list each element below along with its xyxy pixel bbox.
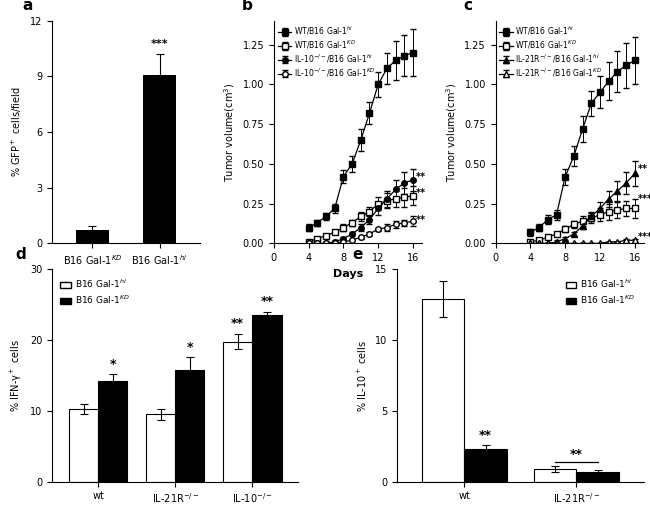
Y-axis label: % GFP$^+$ cells/field: % GFP$^+$ cells/field [10, 87, 24, 177]
Text: **: ** [638, 164, 647, 174]
Text: *: * [187, 341, 193, 354]
Text: **: ** [415, 214, 426, 225]
Text: b: b [241, 0, 252, 12]
Text: **: ** [261, 295, 274, 308]
Bar [577, 472, 619, 482]
Text: **: ** [479, 429, 492, 442]
Text: a: a [22, 0, 32, 12]
Legend: B16 Gal-1$^{hi}$, B16 Gal-1$^{KD}$: B16 Gal-1$^{hi}$, B16 Gal-1$^{KD}$ [57, 274, 133, 310]
Text: ***: *** [151, 38, 168, 49]
Bar [75, 231, 109, 243]
Text: **: ** [415, 171, 426, 182]
Text: e: e [353, 247, 363, 262]
Bar [464, 449, 507, 482]
Text: ***: *** [638, 194, 650, 204]
Legend: WT/B16 Gal-1$^{hi}$, WT/B16 Gal-1$^{KD}$, IL-21R$^{-/-}$/B16 Gal-1$^{hi}$, IL-21: WT/B16 Gal-1$^{hi}$, WT/B16 Gal-1$^{KD}$… [499, 24, 603, 79]
Bar [223, 341, 252, 482]
Bar [146, 414, 176, 482]
Bar [252, 315, 281, 482]
Bar [69, 409, 98, 482]
Text: *: * [110, 357, 116, 370]
Text: **: ** [415, 188, 426, 197]
Text: **: ** [570, 448, 583, 461]
X-axis label: Days: Days [333, 269, 363, 279]
Bar [534, 469, 577, 482]
Y-axis label: Tumor volume(cm$^3$): Tumor volume(cm$^3$) [444, 82, 459, 182]
Bar [176, 370, 205, 482]
Text: **: ** [231, 317, 244, 330]
Bar [98, 381, 127, 482]
Y-axis label: Tumor volume(cm$^3$): Tumor volume(cm$^3$) [222, 82, 237, 182]
Bar [143, 75, 176, 243]
Text: d: d [15, 247, 26, 262]
Text: c: c [463, 0, 472, 12]
Legend: B16 Gal-1$^{hi}$, B16 Gal-1$^{KD}$: B16 Gal-1$^{hi}$, B16 Gal-1$^{KD}$ [562, 274, 639, 310]
X-axis label: Days: Days [554, 269, 585, 279]
Y-axis label: % IFN-γ$^+$ cells: % IFN-γ$^+$ cells [9, 339, 24, 412]
Text: ***: *** [638, 232, 650, 242]
Y-axis label: % IL-10$^+$ cells: % IL-10$^+$ cells [356, 340, 369, 411]
Legend: WT/B16 Gal-1$^{hi}$, WT/B16 Gal-1$^{KD}$, IL-10$^{-/-}$/B16 Gal-1$^{hi}$, IL-10$: WT/B16 Gal-1$^{hi}$, WT/B16 Gal-1$^{KD}$… [278, 24, 376, 79]
Bar [422, 299, 464, 482]
